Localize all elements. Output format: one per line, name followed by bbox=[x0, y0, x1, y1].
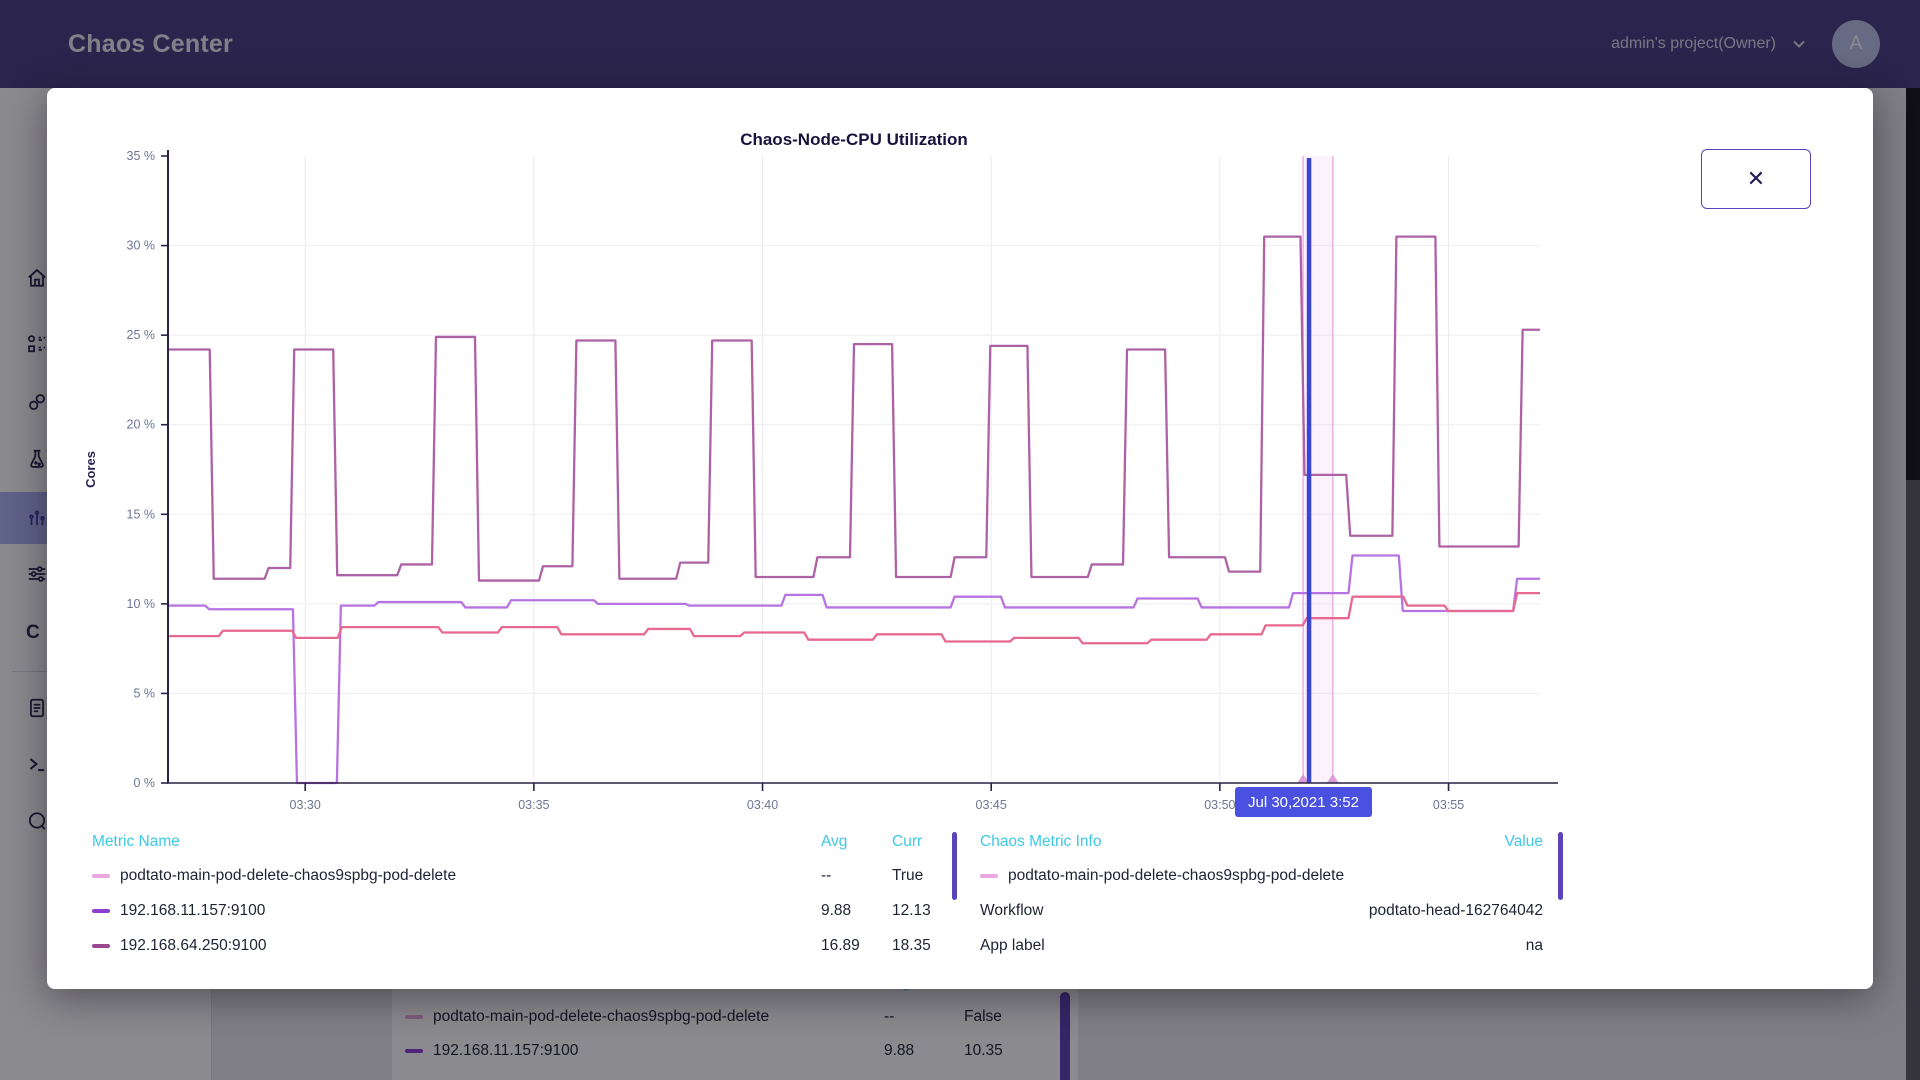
app-title: Chaos Center bbox=[68, 29, 233, 58]
svg-text:03:35: 03:35 bbox=[518, 798, 549, 812]
sidebar-item-home[interactable] bbox=[0, 252, 212, 304]
flask-icon bbox=[30, 449, 44, 468]
svg-text:03:45: 03:45 bbox=[976, 798, 1007, 812]
legend-divider bbox=[1558, 832, 1563, 900]
chart-modal: ✕ Chaos-Node-CPU Utilization 0 % 5 % 10 % 1… bbox=[47, 88, 1873, 989]
svg-text:30 %: 30 % bbox=[127, 239, 156, 253]
cpu-chart-svg: 0 % 5 % 10 % 15 % 20 % 25 % 30 % 35 % 03:30 03:35… bbox=[83, 149, 1558, 812]
svg-text:35 %: 35 % bbox=[127, 149, 156, 163]
svg-text:25 %: 25 % bbox=[127, 328, 156, 342]
panel-scrollbar[interactable] bbox=[1060, 992, 1070, 1080]
terminal-icon bbox=[29, 758, 45, 772]
series-color-dash bbox=[980, 873, 998, 878]
svg-text:0 %: 0 % bbox=[133, 776, 155, 790]
workflows-icon bbox=[27, 335, 46, 353]
table-row: 192.168.11.157:9100 9.88 10.35 bbox=[405, 1034, 1048, 1068]
legend-header: Chaos Metric Info Value bbox=[980, 833, 1543, 850]
legend-row[interactable]: 192.168.11.157:9100 9.88 12.13 bbox=[92, 893, 956, 928]
sidebar-item-docs[interactable] bbox=[0, 682, 212, 734]
legend-row[interactable]: podtato-main-pod-delete-chaos9spbg-pod-d… bbox=[980, 858, 1543, 893]
document-icon bbox=[30, 698, 44, 718]
legend-row[interactable]: App label na bbox=[980, 936, 1543, 954]
svg-text:5 %: 5 % bbox=[133, 686, 155, 700]
page-scrollbar-thumb[interactable] bbox=[1906, 88, 1920, 480]
svg-text:15 %: 15 % bbox=[127, 507, 156, 521]
avatar[interactable]: A bbox=[1832, 20, 1880, 68]
legend-row[interactable]: podtato-main-pod-delete-chaos9spbg-pod-d… bbox=[92, 858, 956, 893]
chaos-metric-info-table: Chaos Metric Info Value podtato-main-pod… bbox=[980, 826, 1543, 963]
bar-chart-icon bbox=[29, 510, 45, 526]
metric-legend-table: Metric Name Avg Curr podtato-main-pod-de… bbox=[92, 826, 956, 963]
close-button[interactable]: ✕ bbox=[1701, 149, 1811, 209]
series-color-dash bbox=[92, 943, 110, 948]
series-color-dash bbox=[405, 1049, 423, 1053]
svg-text:03:30: 03:30 bbox=[290, 798, 321, 812]
project-name: admin's project(Owner) bbox=[1611, 35, 1776, 52]
chart-tooltip: Jul 30,2021 3:52 bbox=[1235, 787, 1372, 817]
sidebar-item-settings[interactable] bbox=[0, 548, 212, 600]
feedback-icon bbox=[28, 812, 46, 830]
sliders-icon bbox=[28, 566, 46, 582]
sidebar-item-targets[interactable] bbox=[0, 376, 212, 428]
table-row: podtato-main-pod-delete-chaos9spbg-pod-d… bbox=[405, 1000, 1048, 1034]
sidebar-item-terminal[interactable] bbox=[0, 738, 212, 790]
cpu-utilization-chart[interactable]: 0 % 5 % 10 % 15 % 20 % 25 % 30 % 35 % 03:30 03:35… bbox=[83, 149, 1558, 812]
chevron-down-icon bbox=[1793, 40, 1805, 48]
link-icon bbox=[29, 394, 45, 410]
sidebar-item-workflows[interactable] bbox=[0, 318, 212, 370]
legend-row[interactable]: Workflow podtato-head-162764042 bbox=[980, 901, 1543, 919]
svg-text:20 %: 20 % bbox=[127, 418, 156, 432]
sidebar-item-feedback[interactable] bbox=[0, 795, 212, 847]
svg-text:10 %: 10 % bbox=[127, 597, 156, 611]
legend-row[interactable]: 192.168.64.250:9100 16.89 18.35 bbox=[92, 928, 956, 963]
svg-text:03:55: 03:55 bbox=[1433, 798, 1464, 812]
project-selector[interactable]: admin's project(Owner) bbox=[1611, 35, 1806, 53]
home-icon bbox=[28, 268, 46, 287]
app-header: Chaos Center admin's project(Owner) A bbox=[0, 0, 1920, 88]
sidebar-item-community[interactable]: C bbox=[0, 607, 212, 659]
community-icon: C bbox=[26, 622, 40, 643]
svg-text:03:40: 03:40 bbox=[747, 798, 778, 812]
chart-title: Chaos-Node-CPU Utilization bbox=[740, 130, 968, 149]
page-scrollbar-track[interactable] bbox=[1906, 88, 1920, 1080]
legend-header: Metric Name Avg Curr bbox=[92, 833, 923, 850]
legend-divider bbox=[952, 832, 957, 900]
sidebar-item-experiments[interactable] bbox=[0, 433, 212, 485]
svg-text:Cores: Cores bbox=[83, 451, 98, 488]
svg-text:03:50: 03:50 bbox=[1204, 798, 1235, 812]
series-color-dash bbox=[92, 908, 110, 913]
series-color-dash bbox=[405, 1015, 423, 1019]
series-color-dash bbox=[92, 873, 110, 878]
